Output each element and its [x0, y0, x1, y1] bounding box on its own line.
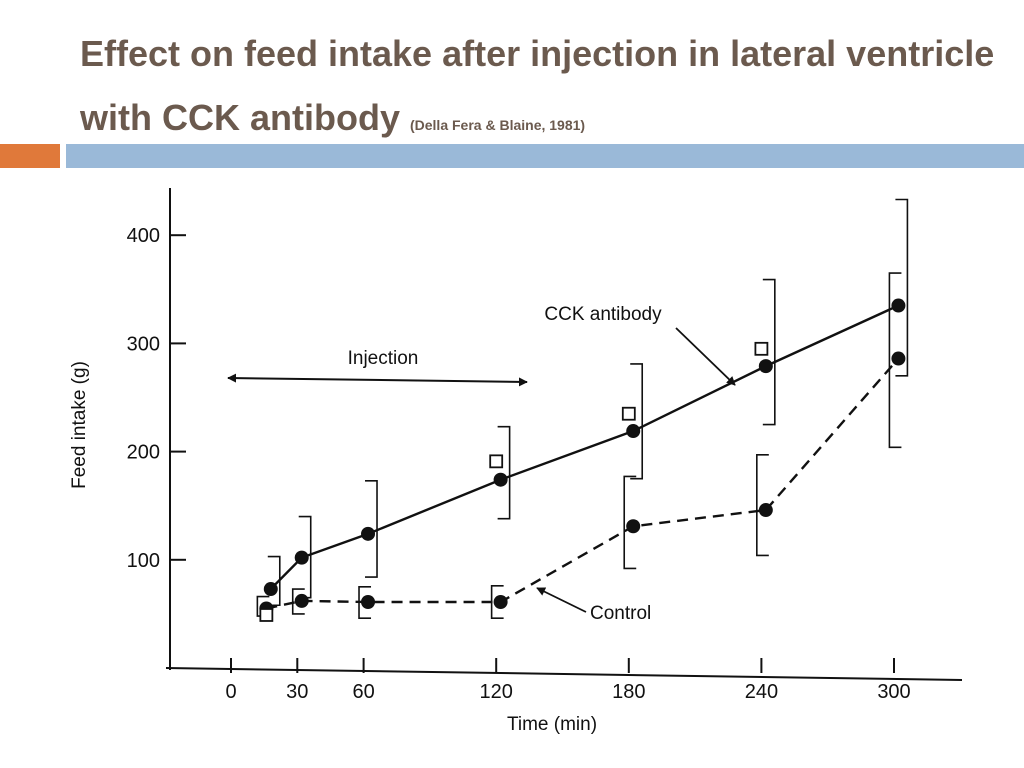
x-tick-label: 30	[286, 681, 308, 703]
accent-bar-blue	[66, 144, 1024, 168]
control-error-bar	[888, 272, 902, 449]
cck-antibody-point	[361, 526, 376, 541]
open-square-marker	[621, 406, 636, 421]
cck-error-bar	[895, 198, 909, 377]
control-line	[266, 357, 900, 610]
control-point	[493, 594, 508, 609]
control-point	[294, 593, 309, 608]
error-bars	[256, 198, 909, 620]
accent-bar-orange	[0, 144, 60, 168]
cck-antibody-point	[493, 472, 508, 487]
y-tick-label: 200	[127, 442, 160, 464]
cck-antibody-point	[626, 424, 641, 439]
cck-error-bar	[497, 425, 511, 520]
y-tick-label: 300	[127, 333, 160, 355]
control-point	[891, 351, 906, 366]
x-axis-line	[165, 667, 963, 681]
control-label: Control	[590, 603, 651, 624]
control-point	[361, 594, 376, 609]
data-points	[259, 298, 906, 622]
y-tick-label: 100	[127, 550, 160, 572]
feed-intake-chart: 100 200 300 400 0 30 60 120 180 240 300 Time (min) F…	[69, 188, 963, 735]
cck-error-bar	[630, 363, 644, 480]
slide-title-text: Effect on feed intake after injection in…	[80, 33, 995, 138]
x-tick-label: 60	[352, 681, 374, 703]
cck-error-bar	[762, 278, 776, 426]
control-pointer	[536, 587, 587, 613]
injection-label: Injection	[348, 348, 419, 369]
citation: (Della Fera & Blaine, 1981)	[409, 117, 586, 133]
x-axis-title: Time (min)	[507, 714, 597, 735]
control-error-bar	[756, 454, 769, 557]
cck-antibody-point	[294, 550, 309, 565]
y-axis-title: Feed intake (g)	[69, 361, 90, 489]
cck-antibody-point	[758, 359, 773, 374]
x-tick-label: 240	[745, 681, 778, 703]
cck-antibody-label: CCK antibody	[544, 304, 662, 325]
annotations: Injection CCK antibody Control	[227, 304, 736, 624]
cck-antibody-point	[891, 298, 906, 313]
cck-antibody-point	[263, 582, 278, 597]
control-point	[626, 519, 641, 534]
control-error-bar	[623, 475, 637, 570]
x-tick-label: 0	[225, 681, 236, 703]
open-square-marker	[489, 454, 504, 469]
axes: 100 200 300 400 0 30 60 120 180 240 300 Time (min) F…	[69, 188, 963, 735]
y-tick-label: 400	[127, 225, 160, 247]
open-square-marker	[259, 608, 274, 622]
injection-arrow	[227, 373, 528, 387]
x-tick-label: 300	[877, 681, 910, 703]
control-point	[758, 503, 773, 518]
x-tick-label: 120	[480, 681, 513, 703]
x-tick-label: 180	[612, 681, 645, 703]
cck-antibody-pointer	[675, 327, 736, 386]
slide-title: Effect on feed intake after injection in…	[80, 22, 1000, 157]
control-error-bar	[291, 588, 305, 615]
open-square-marker	[754, 341, 769, 356]
